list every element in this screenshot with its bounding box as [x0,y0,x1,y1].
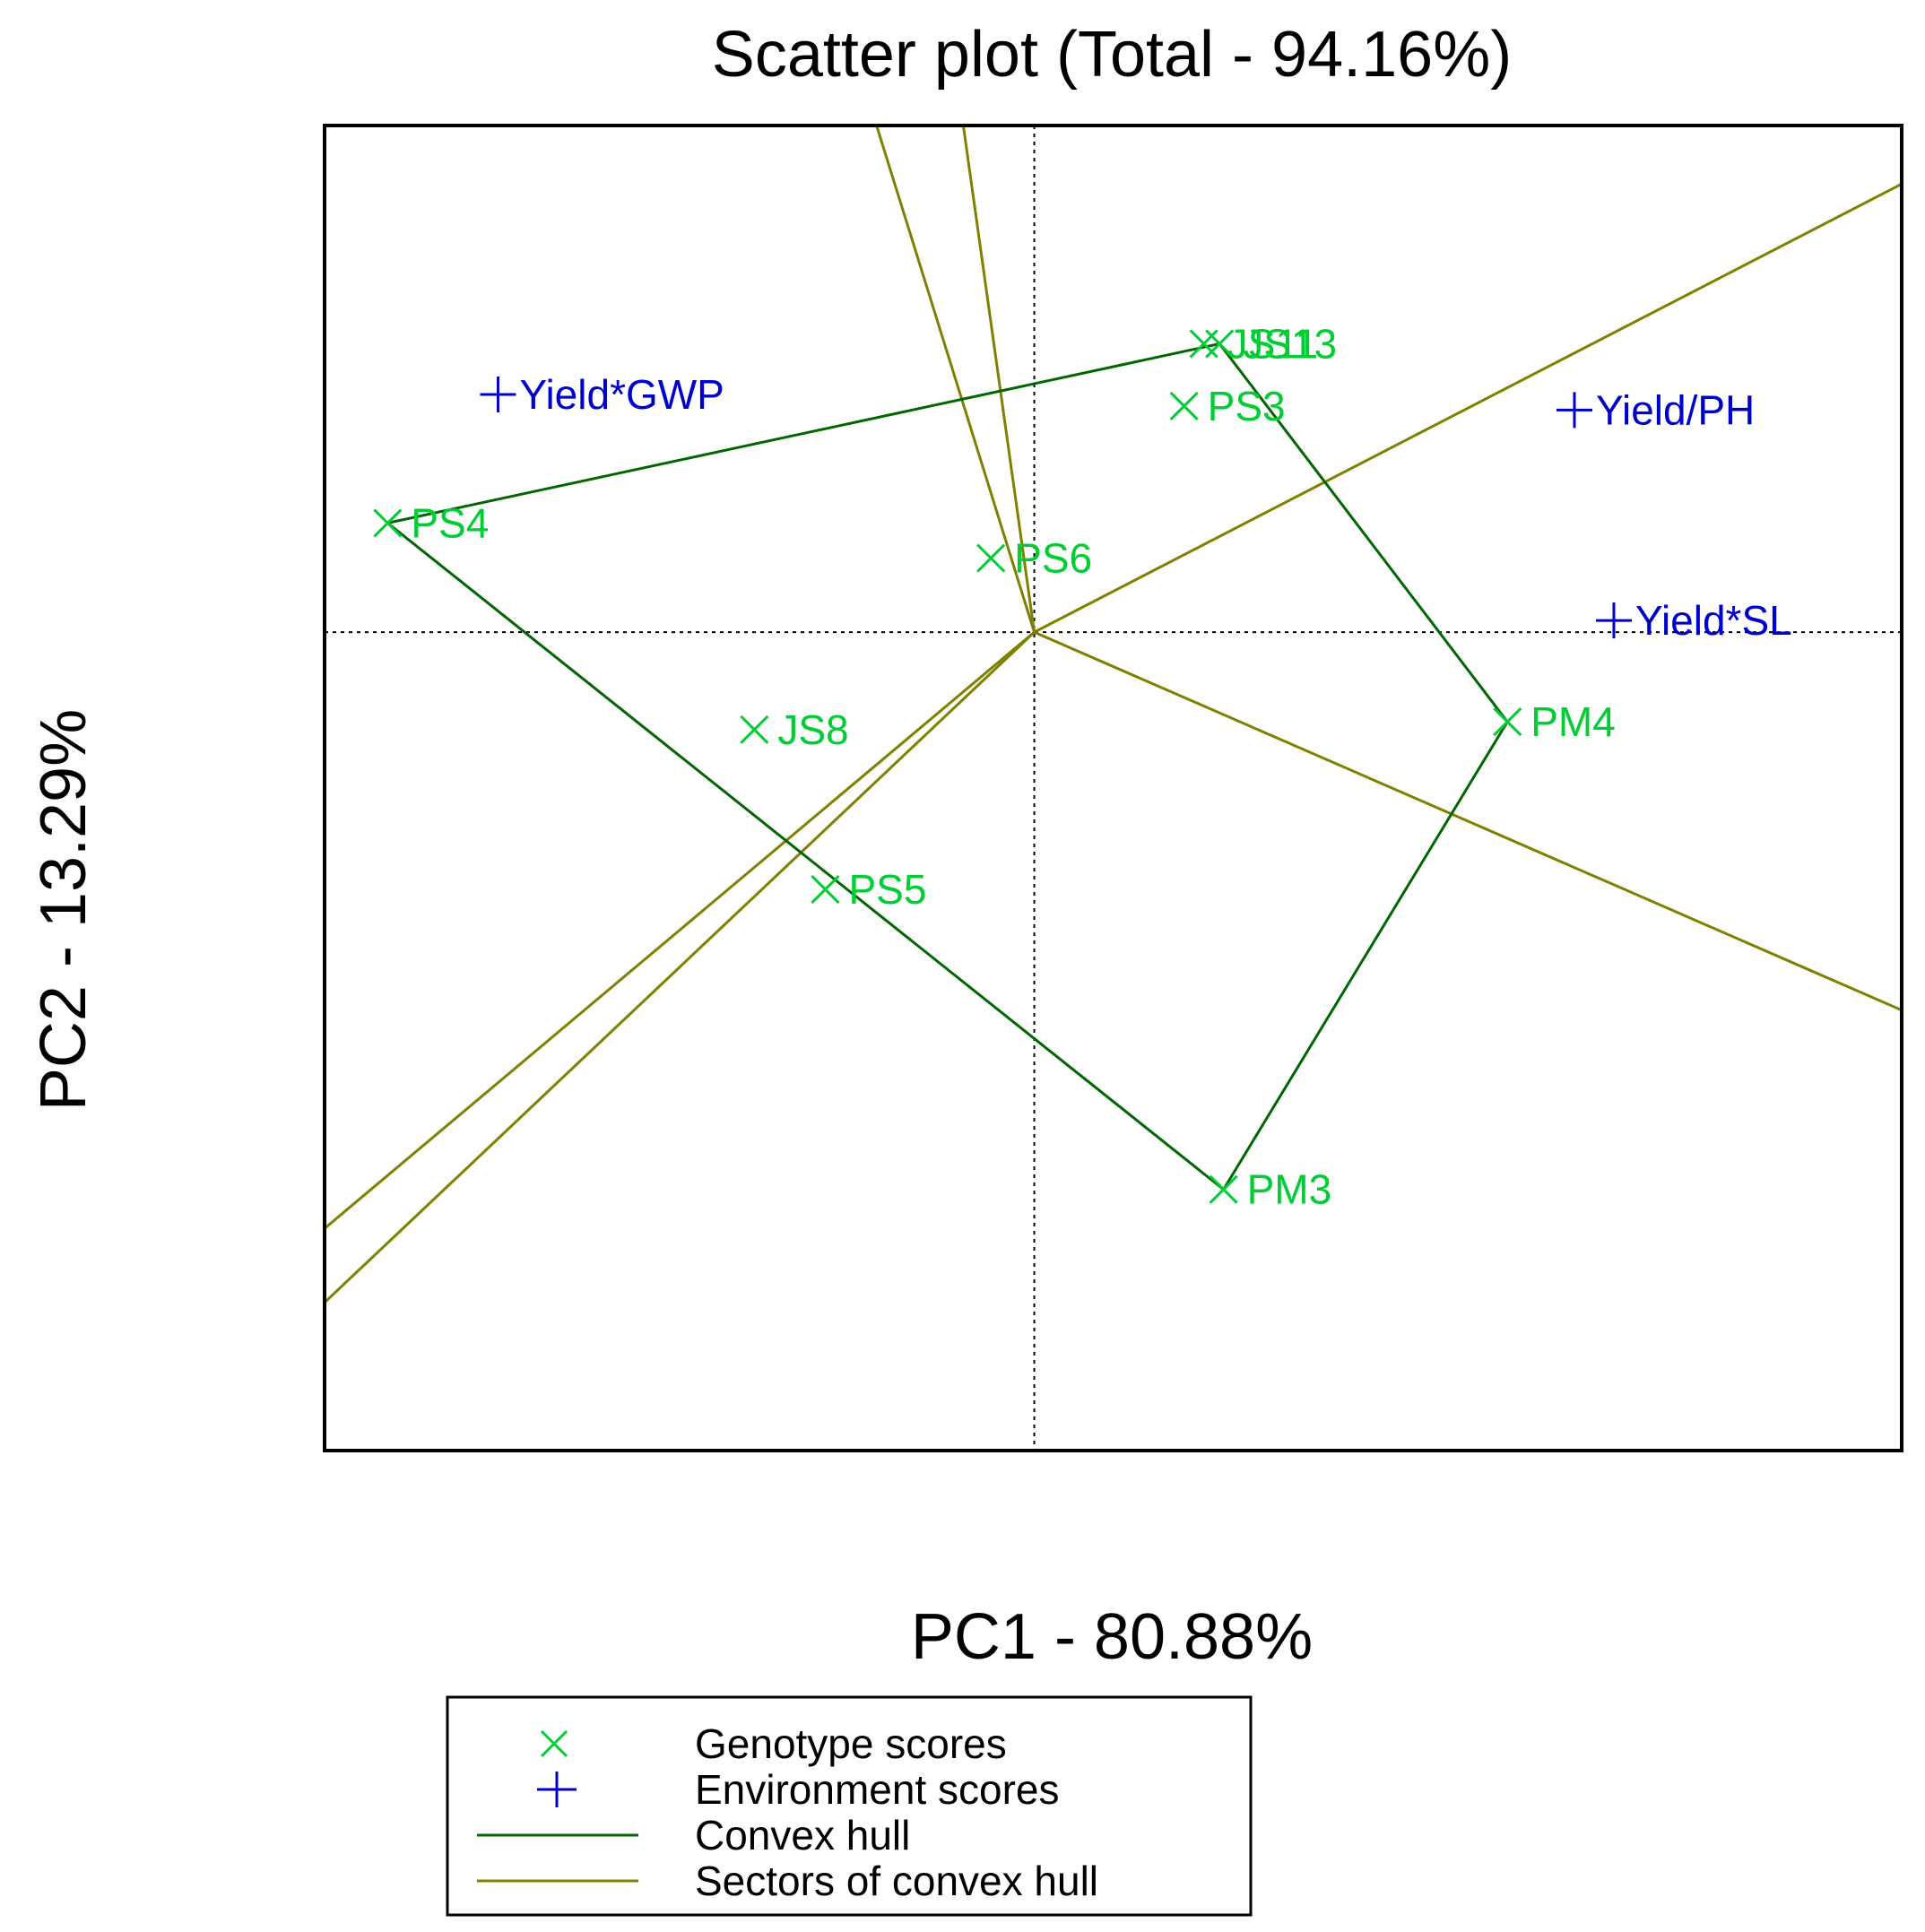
genotype-marker-b-ps6 [976,543,1006,573]
hull-edge-4 [386,522,1225,1191]
genotype-point-ps3: PS3 [1169,383,1286,429]
genotype-label-ps3: PS3 [1208,383,1286,429]
legend-label-genotype-scores: Genotype scores [695,1720,1007,1767]
environment-point-yield-sl: Yield*SL [1595,597,1792,644]
environment-point-yield-gwp: Yield*GWP [480,371,724,418]
sector-ray-6 [325,631,1036,1304]
genotype-marker-b-js13 [1205,329,1235,359]
genotype-marker-b-pm4 [1493,707,1522,737]
legend-label-sectors-of-convex-hull: Sectors of convex hull [695,1858,1098,1904]
genotype-point-js13: JS13 [1205,320,1337,367]
hull-edge-2 [1218,342,1509,723]
legend-marker-b-genotype-scores [540,1729,568,1758]
genotype-marker-b-ps3 [1169,391,1199,421]
sector-ray-4 [1033,630,1902,1012]
genotype-marker-b-pm3 [1209,1174,1238,1204]
genotype-label-js11: JS11 [1227,320,1318,367]
genotype-point-ps6: PS6 [976,535,1092,582]
legend-label-environment-scores: Environment scores [695,1766,1060,1813]
genotype-point-ps5: PS5 [811,866,926,913]
genotype-point-pm4: PM4 [1493,698,1616,745]
plot-frame [323,124,1903,1452]
sector-ray-3 [1033,182,1902,634]
genotype-point-ps4: PS4 [373,499,489,546]
genotype-marker-b-js8 [740,715,769,744]
legend-box [446,1695,1253,1917]
sector-ray-1 [875,126,1036,633]
genotype-label-pm3: PM3 [1247,1166,1332,1213]
genotype-marker-b-ps4 [373,508,403,538]
environment-label-yield-ph: Yield/PH [1596,386,1755,433]
sector-ray-5 [325,630,1036,1230]
genotype-label-ps5: PS5 [848,866,926,913]
environment-label-yield-sl: Yield*SL [1635,597,1792,644]
genotype-point-js11: JS11 [1189,320,1318,367]
y-axis-label: PC2 - 13.29% [28,709,100,1111]
sector-ray-2 [961,126,1036,633]
chart-title: Scatter plot (Total - 94.16%) [712,19,1512,91]
genotype-label-ps4: PS4 [411,499,489,546]
legend-label-convex-hull: Convex hull [695,1812,910,1858]
genotype-point-js8: JS8 [740,706,849,753]
x-axis-label: PC1 - 80.88% [911,1601,1313,1673]
hull-edge-1 [387,342,1220,524]
genotype-label-ps6: PS6 [1014,535,1092,582]
genotype-marker-b-js11 [1189,329,1218,359]
genotype-marker-b-ps5 [811,874,840,905]
hull-edge-3 [1222,721,1509,1191]
environment-label-yield-gwp: Yield*GWP [519,371,724,418]
genotype-label-js13: JS13 [1243,320,1337,367]
environment-point-yield-ph: Yield/PH [1556,386,1755,433]
genotype-point-pm3: PM3 [1209,1166,1332,1213]
genotype-label-js8: JS8 [777,706,848,753]
genotype-label-pm4: PM4 [1530,698,1616,745]
